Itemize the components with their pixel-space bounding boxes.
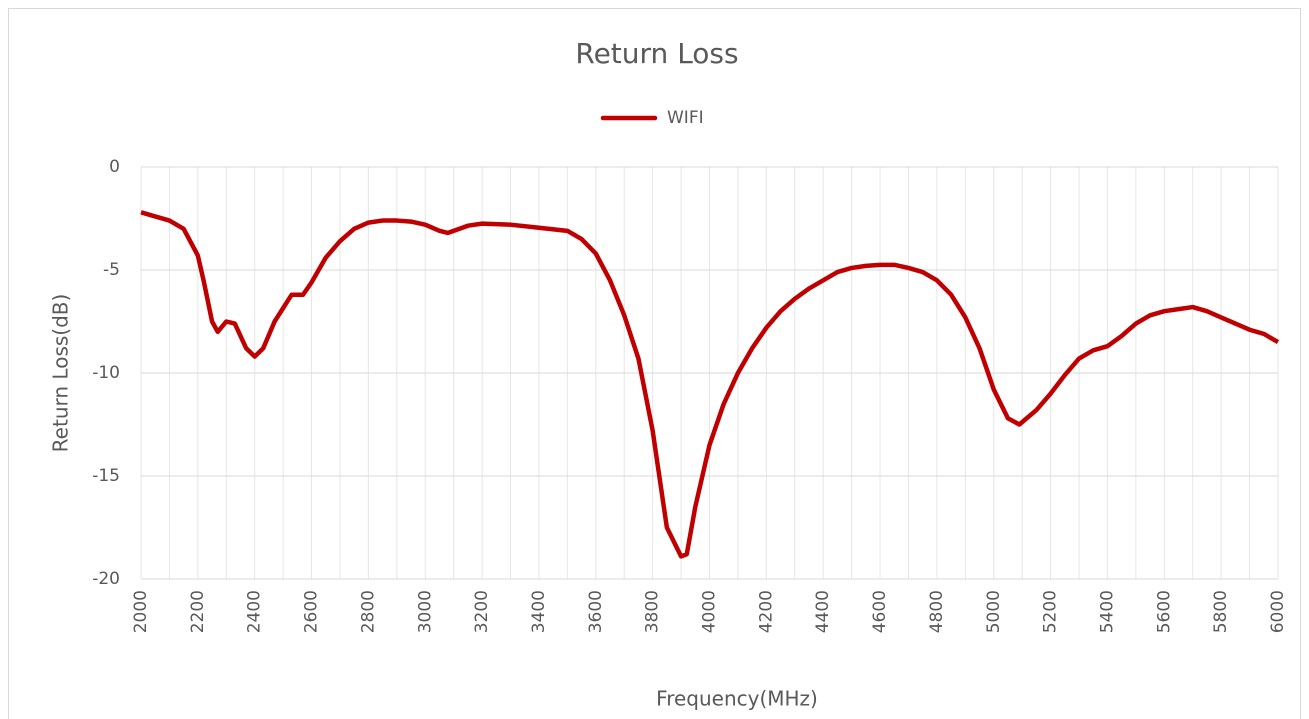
x-tick-label: 2600 <box>302 590 322 633</box>
y-tick-label: -10 <box>92 363 120 383</box>
x-tick-label: 3400 <box>529 590 549 633</box>
x-tick-label: 4400 <box>813 590 833 633</box>
y-tick-label: 0 <box>109 157 120 177</box>
x-tick-label: 2400 <box>245 590 265 633</box>
x-tick-label: 4000 <box>700 590 720 633</box>
x-tick-label: 6000 <box>1268 590 1288 633</box>
x-tick-label: 3000 <box>415 590 435 633</box>
x-tick-label: 2200 <box>188 590 208 633</box>
y-axis-label: Return Loss(dB) <box>49 294 73 453</box>
x-tick-label: 5600 <box>1154 590 1174 633</box>
x-axis-label: Frequency(MHz) <box>656 687 818 711</box>
x-tick-label: 3600 <box>586 590 606 633</box>
x-tick-label: 5800 <box>1211 590 1231 633</box>
x-tick-label: 4600 <box>870 590 890 633</box>
x-tick-label: 4800 <box>927 590 947 633</box>
x-tick-label: 3200 <box>472 590 492 633</box>
legend-label: WIFI <box>667 108 704 128</box>
x-tick-label: 5000 <box>984 590 1004 633</box>
data-line <box>140 210 1280 559</box>
chart-title: Return Loss <box>575 37 738 70</box>
chart-border <box>8 8 1301 719</box>
y-tick-label: -15 <box>92 466 120 486</box>
x-tick-label: 5400 <box>1097 590 1117 633</box>
y-tick-label: -20 <box>92 569 120 589</box>
y-tick-label: -5 <box>103 260 120 280</box>
x-tick-label: 3800 <box>643 590 663 633</box>
x-tick-label: 2800 <box>358 590 378 633</box>
x-tick-label: 2000 <box>131 590 151 633</box>
x-tick-label: 4200 <box>756 590 776 633</box>
x-tick-label: 5200 <box>1041 590 1061 633</box>
